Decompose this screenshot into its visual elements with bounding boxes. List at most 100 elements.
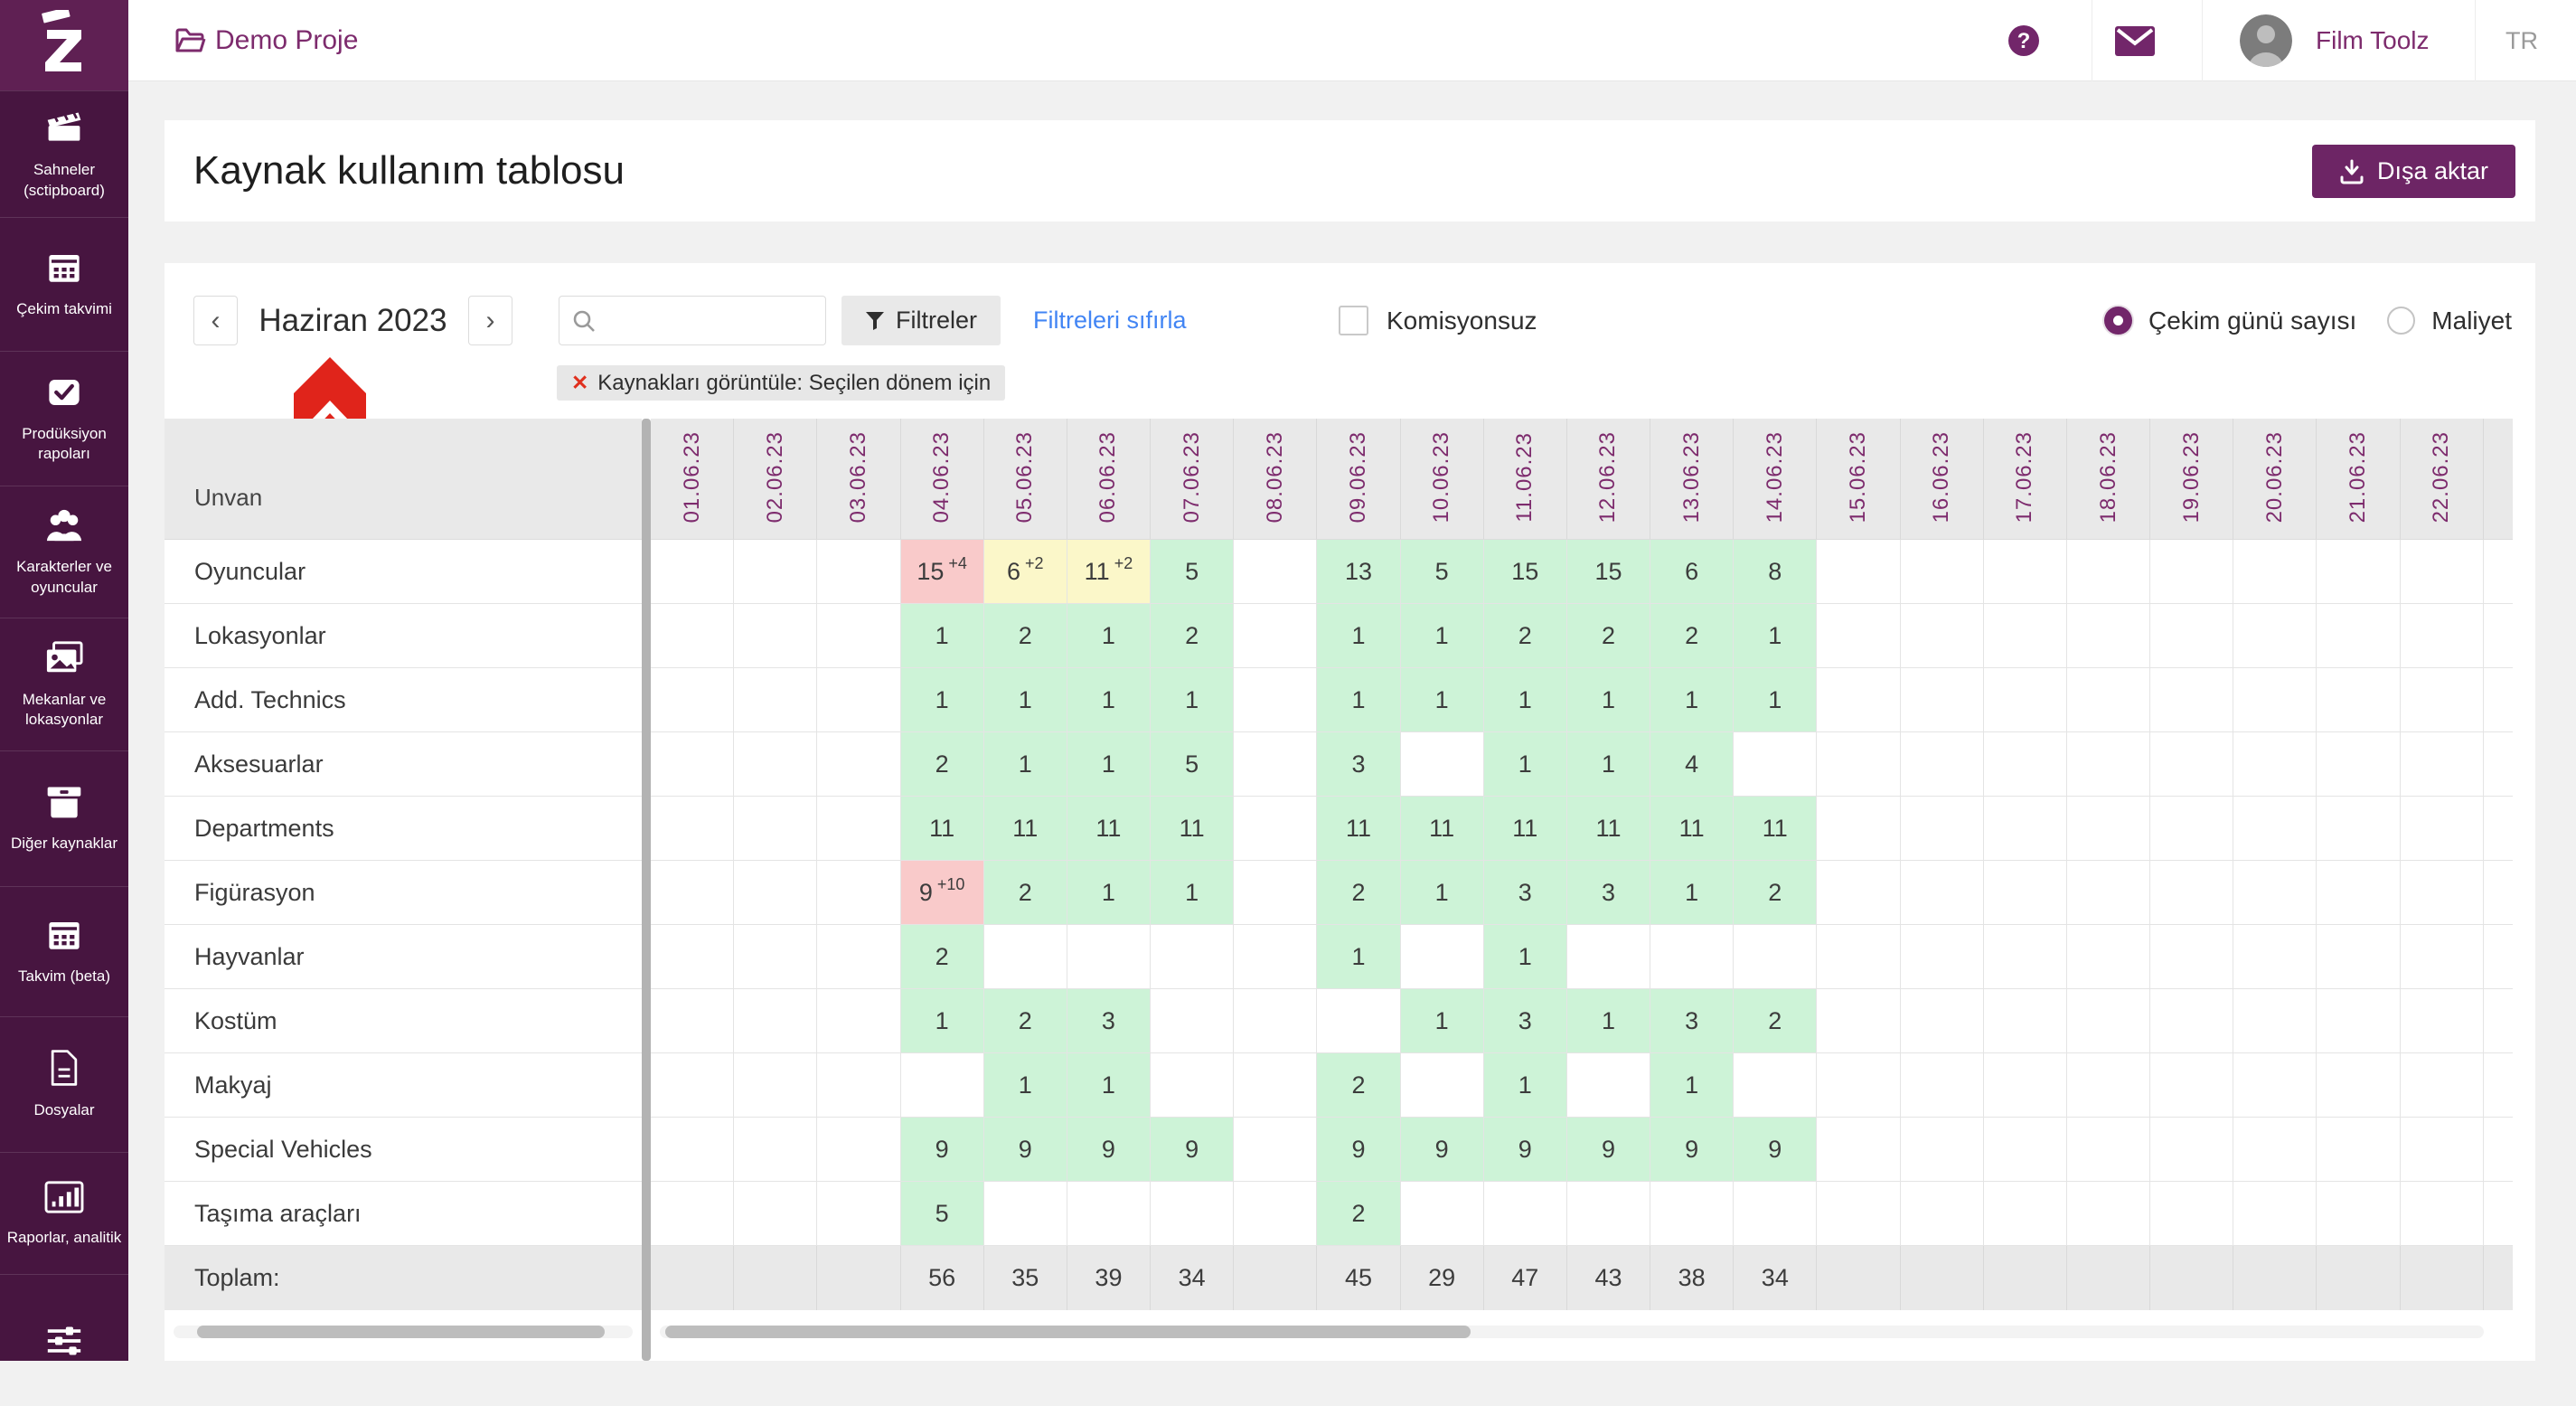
usage-cell: 3 [1483, 861, 1567, 925]
usage-cell: 2 [1483, 604, 1567, 668]
sidebar-item-takvim-beta[interactable]: Takvim (beta) [0, 886, 128, 1016]
date-column-header: 02.06.23 [734, 419, 818, 540]
usage-cell: 11 [900, 797, 984, 861]
mail-icon[interactable] [2115, 26, 2155, 56]
usage-cell [651, 861, 735, 925]
usage-cell [1983, 925, 2067, 989]
usage-cell [817, 797, 901, 861]
export-button[interactable]: Dışa aktar [2311, 145, 2515, 198]
column-header-unvan: Unvan [165, 419, 642, 540]
usage-cell [817, 1118, 901, 1182]
date-label: 14.06.23 [1762, 430, 1787, 523]
date-column-header: 12.06.23 [1566, 419, 1651, 540]
usage-cell [651, 732, 735, 797]
usage-cell [1151, 925, 1235, 989]
usage-cell [734, 861, 818, 925]
search-input[interactable] [605, 307, 813, 335]
usage-cell: 1 [1483, 1053, 1567, 1118]
usage-cell [651, 925, 735, 989]
usage-cell [2233, 989, 2317, 1053]
table-row: Departments 11 11 11 11 11 11 11 11 11 11 [165, 797, 2535, 861]
archive-icon [44, 783, 84, 821]
usage-cell [2400, 668, 2484, 732]
help-icon[interactable]: ? [2007, 24, 2041, 58]
usage-cell: 5 [1151, 540, 1235, 604]
folder-icon [175, 27, 206, 54]
row-label: Makyaj [165, 1053, 642, 1118]
total-cell [1234, 1246, 1318, 1310]
date-label: 02.06.23 [762, 430, 787, 523]
date-label: 15.06.23 [1845, 430, 1870, 523]
usage-cell [1151, 1053, 1235, 1118]
sidebar-item-dosyalar[interactable]: Dosyalar [0, 1016, 128, 1152]
usage-cell [1817, 797, 1901, 861]
breadcrumb-project[interactable]: Demo Proje [175, 0, 358, 81]
usage-cell [651, 1118, 735, 1182]
partial-cell [2483, 732, 2513, 797]
usage-cell [2066, 604, 2151, 668]
sidebar-item-ekim-takvimi[interactable]: Çekim takvimi [0, 217, 128, 351]
date-column-header: 20.06.23 [2233, 419, 2317, 540]
date-label: 18.06.23 [2095, 430, 2120, 523]
total-cell: 56 [900, 1246, 984, 1310]
sidebar-item-di-er-kaynaklar[interactable]: Diğer kaynaklar [0, 750, 128, 886]
sidebar-item-settings[interactable] [0, 1274, 128, 1406]
partial-cell [2483, 540, 2513, 604]
usage-cell [817, 1182, 901, 1246]
table-row: Aksesuarlar 2 1 1 5 3 1 1 4 [165, 732, 2535, 797]
usage-cell [651, 797, 735, 861]
usage-cell [1817, 732, 1901, 797]
usage-cell [2066, 1053, 2151, 1118]
next-month-button[interactable]: › [468, 296, 512, 345]
partial-cell [2483, 1053, 2513, 1118]
filters-button[interactable]: Filtreler [841, 296, 1001, 345]
row-label: Aksesuarlar [165, 732, 642, 797]
usage-cell: 1 [900, 604, 984, 668]
date-column-header: 10.06.23 [1400, 419, 1484, 540]
avatar[interactable] [2240, 14, 2292, 67]
sidebar-item-prod-ksiyon-rapolar[interactable]: Prodüksiyon rapoları [0, 351, 128, 486]
date-label: 09.06.23 [1345, 430, 1370, 523]
sidebar-item-raporlar-analitik[interactable]: Raporlar, analitik [0, 1152, 128, 1274]
usage-cell: 9 +10 [900, 861, 984, 925]
language-switch[interactable]: TR [2505, 26, 2538, 54]
date-column-header: 17.06.23 [1983, 419, 2067, 540]
date-column-header: 05.06.23 [983, 419, 1067, 540]
total-cell [2233, 1246, 2317, 1310]
usage-cell: 11 [983, 797, 1067, 861]
sidebar-item-karakterler-ve-oyuncular[interactable]: Karakterler ve oyuncular [0, 486, 128, 618]
usage-cell: 3 [1566, 861, 1651, 925]
account-name[interactable]: Film Toolz [2316, 26, 2430, 54]
date-column-header: 09.06.23 [1317, 419, 1401, 540]
app-logo[interactable] [0, 0, 128, 90]
usage-cell: 2 [900, 925, 984, 989]
search-box[interactable] [559, 296, 826, 345]
usage-cell: 3 [1317, 732, 1401, 797]
month-label: Haziran 2023 [259, 302, 447, 338]
date-column-header: 07.06.23 [1151, 419, 1235, 540]
reset-filters-link[interactable]: Filtreleri sıfırla [1033, 307, 1187, 334]
usage-cell: 1 [900, 989, 984, 1053]
chip-close-icon[interactable]: ✕ [571, 371, 589, 394]
usage-cell [817, 540, 901, 604]
prev-month-button[interactable]: ‹ [193, 296, 238, 345]
date-label: 21.06.23 [2346, 430, 2371, 523]
vertical-scrollbar[interactable] [642, 419, 651, 1361]
radio-shooting-days[interactable]: Çekim günü sayısı [2103, 307, 2356, 335]
right-scrollbar-thumb[interactable] [665, 1326, 1471, 1338]
usage-cell: 2 [983, 604, 1067, 668]
usage-cell: 11 [1483, 797, 1567, 861]
usage-cell [734, 1182, 818, 1246]
table-row: Figürasyon 9 +10 2 1 1 2 1 3 3 1 2 [165, 861, 2535, 925]
usage-cell [2233, 1053, 2317, 1118]
usage-cell [2317, 861, 2401, 925]
sidebar-item-mekanlar-ve-lokasyonlar[interactable]: Mekanlar ve lokasyonlar [0, 618, 128, 750]
commission-checkbox[interactable] [1339, 306, 1368, 335]
left-scrollbar-thumb[interactable] [197, 1326, 605, 1338]
usage-cell: 15 [1483, 540, 1567, 604]
sidebar-item-sahneler-sctipboard[interactable]: Sahneler (sctipboard) [0, 90, 128, 217]
search-icon [572, 309, 596, 333]
usage-cell: 11 [1151, 797, 1235, 861]
radio-cost[interactable]: Maliyet [2387, 307, 2512, 335]
usage-cell [1817, 668, 1901, 732]
